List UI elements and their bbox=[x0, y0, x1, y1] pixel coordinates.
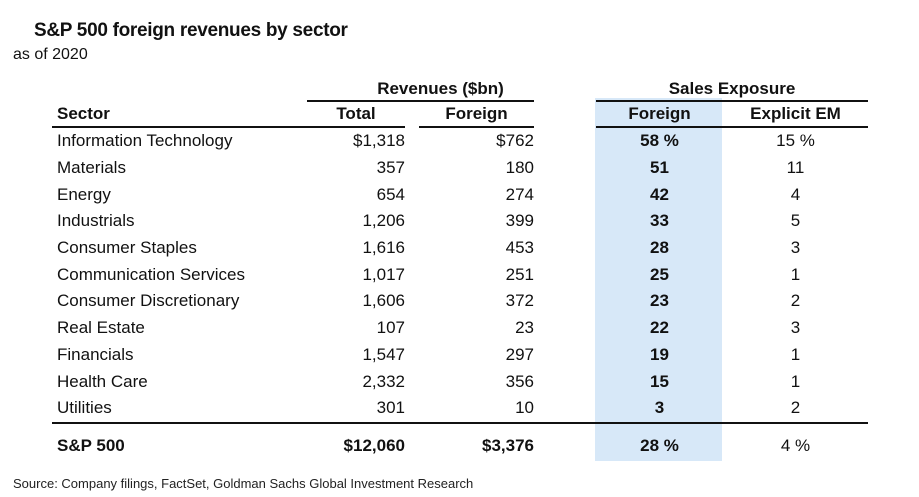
sales-foreign-cell: 51 bbox=[650, 158, 669, 178]
table-title: S&P 500 foreign revenues by sector bbox=[34, 20, 348, 41]
foreign-cell: 251 bbox=[505, 264, 534, 284]
explicit-em-cell: 11 bbox=[786, 158, 805, 178]
explicit-em-cell: 4 % bbox=[723, 421, 868, 468]
table-row: Industrials 1,206 399 33 5 bbox=[52, 208, 868, 235]
foreign-cell: $762 bbox=[496, 131, 534, 151]
table-row: Communication Services 1,017 251 25 1 bbox=[52, 261, 868, 288]
sales-foreign-cell: 33 bbox=[650, 211, 669, 231]
explicit-em-cell: 1 bbox=[790, 371, 801, 391]
column-header-row: Sector Total Foreign Foreign Explicit EM bbox=[52, 101, 868, 128]
header-total: Total bbox=[307, 101, 405, 128]
sector-cell: S&P 500 bbox=[52, 421, 307, 468]
sales-foreign-cell: 19 bbox=[650, 344, 669, 364]
table-row: Consumer Staples 1,616 453 28 3 bbox=[52, 235, 868, 262]
sector-cell: Real Estate bbox=[57, 318, 145, 338]
total-cell: 1,547 bbox=[362, 344, 405, 364]
header-foreign: Foreign bbox=[419, 101, 534, 128]
explicit-em-cell: 2 bbox=[790, 398, 801, 418]
foreign-cell: 399 bbox=[505, 211, 534, 231]
table-row: Utilities 301 10 3 2 bbox=[52, 395, 868, 423]
sector-cell: Information Technology bbox=[57, 131, 233, 151]
table-subtitle: as of 2020 bbox=[13, 46, 88, 63]
total-cell: 1,616 bbox=[362, 238, 405, 258]
explicit-em-cell: 2 bbox=[790, 291, 801, 311]
total-row: S&P 500 $12,060 $3,376 28 % 4 % bbox=[52, 421, 868, 468]
total-cell: 2,332 bbox=[362, 371, 405, 391]
header-sector: Sector bbox=[52, 101, 307, 128]
foreign-cell: 297 bbox=[505, 344, 534, 364]
sector-cell: Consumer Discretionary bbox=[57, 291, 240, 311]
total-cell: 654 bbox=[376, 184, 405, 204]
foreign-revenues-table: Revenues ($bn) Sales Exposure Sector Tot… bbox=[52, 78, 868, 468]
sales-foreign-cell: 42 bbox=[650, 184, 669, 204]
table-row: Energy 654 274 42 4 bbox=[52, 181, 868, 208]
explicit-em-cell: 1 bbox=[790, 344, 801, 364]
group-header-row: Revenues ($bn) Sales Exposure bbox=[52, 78, 868, 102]
foreign-cell: 372 bbox=[505, 291, 534, 311]
table-row: Real Estate 107 23 22 3 bbox=[52, 315, 868, 342]
sales-foreign-cell: 15 bbox=[650, 371, 669, 391]
total-cell: 1,606 bbox=[362, 291, 405, 311]
explicit-em-cell: 5 bbox=[790, 211, 801, 231]
foreign-cell: 23 bbox=[515, 318, 534, 338]
sector-cell: Health Care bbox=[57, 371, 148, 391]
sector-cell: Materials bbox=[57, 158, 126, 178]
total-cell: $12,060 bbox=[307, 421, 405, 468]
foreign-cell: 274 bbox=[505, 184, 534, 204]
total-cell: 1,017 bbox=[362, 264, 405, 284]
sector-cell: Financials bbox=[57, 344, 134, 364]
foreign-cell: 180 bbox=[505, 158, 534, 178]
foreign-cell: 10 bbox=[515, 398, 534, 418]
sales-foreign-cell: 58 % bbox=[640, 131, 679, 151]
total-cell: 301 bbox=[376, 398, 405, 418]
sales-exposure-group-header: Sales Exposure bbox=[596, 78, 868, 102]
sector-cell: Utilities bbox=[57, 398, 112, 418]
total-cell: $1,318 bbox=[353, 131, 405, 151]
source-note: Source: Company filings, FactSet, Goldma… bbox=[13, 476, 474, 491]
header-sales-foreign: Foreign bbox=[596, 101, 723, 128]
explicit-em-cell: 4 bbox=[790, 184, 801, 204]
explicit-em-cell: 15 % bbox=[776, 131, 815, 151]
sector-cell: Consumer Staples bbox=[57, 238, 197, 258]
revenues-group-header: Revenues ($bn) bbox=[307, 78, 534, 102]
sector-cell: Communication Services bbox=[57, 264, 246, 284]
explicit-em-cell: 3 bbox=[790, 318, 801, 338]
sales-foreign-cell: 25 bbox=[650, 264, 669, 284]
explicit-em-cell: 3 bbox=[790, 238, 801, 258]
table-row: Consumer Discretionary 1,606 372 23 2 bbox=[52, 288, 868, 315]
total-cell: 357 bbox=[376, 158, 405, 178]
sales-foreign-cell: 28 bbox=[650, 238, 669, 258]
sales-foreign-cell: 3 bbox=[654, 398, 665, 418]
table-row: Health Care 2,332 356 15 1 bbox=[52, 368, 868, 395]
total-cell: 107 bbox=[376, 318, 405, 338]
sales-foreign-cell: 22 bbox=[650, 318, 669, 338]
table-row: Information Technology $1,318 $762 58 % 15 % bbox=[52, 127, 868, 155]
sector-cell: Industrials bbox=[57, 211, 135, 231]
sales-foreign-cell: 23 bbox=[650, 291, 669, 311]
table-row: Financials 1,547 297 19 1 bbox=[52, 342, 868, 369]
foreign-cell: 356 bbox=[505, 371, 534, 391]
table-row: Materials 357 180 51 11 bbox=[52, 155, 868, 182]
sector-cell: Energy bbox=[57, 184, 111, 204]
foreign-exposure-highlight bbox=[595, 98, 722, 461]
explicit-em-cell: 1 bbox=[790, 264, 801, 284]
sales-foreign-cell: 28 % bbox=[596, 421, 723, 468]
foreign-cell: $3,376 bbox=[419, 421, 534, 468]
header-explicit-em: Explicit EM bbox=[723, 101, 868, 128]
total-cell: 1,206 bbox=[362, 211, 405, 231]
foreign-cell: 453 bbox=[505, 238, 534, 258]
